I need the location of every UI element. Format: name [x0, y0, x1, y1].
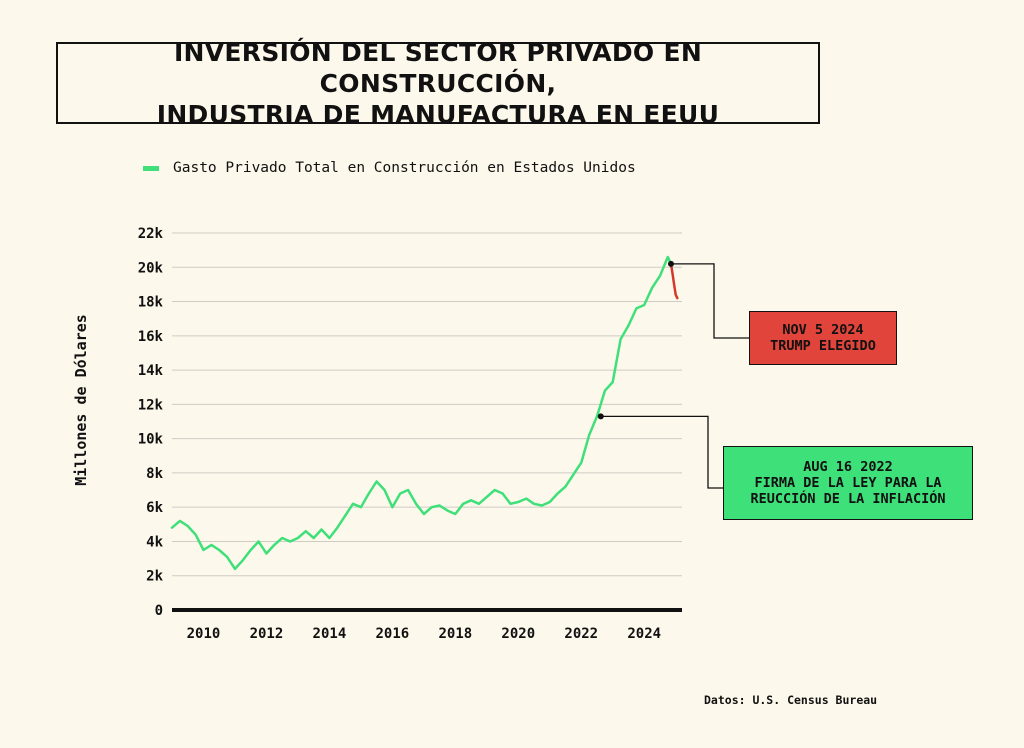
legend-label: Gasto Privado Total en Construcción en E…	[173, 160, 636, 176]
chart-title-line-2: INDUSTRIA DE MANUFACTURA EN EEUU	[156, 99, 720, 129]
y-tick-label: 12k	[138, 397, 164, 413]
annotation-election-date: NOV 5 2024	[782, 322, 864, 338]
y-tick-label: 8k	[146, 466, 163, 482]
y-tick-labels: 0 2k 4k 6k 8k 10k 12k 14k 16k 18k 20k 22k	[138, 226, 164, 619]
annotation-election-marker	[667, 260, 674, 267]
annotation-ira-text-2: REUCCIÓN DE LA INFLACIÓN	[750, 491, 946, 507]
series-line-construction	[170, 255, 673, 571]
annotation-ira-connector	[600, 415, 723, 489]
x-tick-label: 2016	[376, 626, 410, 642]
y-tick-label: 2k	[146, 569, 163, 585]
x-tick-label: 2018	[438, 626, 472, 642]
y-tick-label: 16k	[138, 329, 164, 345]
annotation-election-text: TRUMP ELEGIDO	[770, 338, 876, 354]
chart-title-line-1: INVERSIÓN DEL SECTOR PRIVADO EN CONSTRUC…	[173, 37, 703, 98]
chart-title: INVERSIÓN DEL SECTOR PRIVADO EN CONSTRUC…	[56, 38, 820, 129]
x-tick-label: 2010	[187, 626, 221, 642]
annotation-election-connector	[670, 263, 749, 339]
gridlines	[172, 232, 682, 612]
annotation-ira-box: AUG 16 2022 FIRMA DE LA LEY PARA LA REUC…	[723, 446, 973, 520]
source-note: Datos: U.S. Census Bureau	[704, 693, 878, 707]
x-tick-label: 2020	[501, 626, 535, 642]
annotation-ira-date: AUG 16 2022	[803, 459, 893, 475]
x-tick-label: 2024	[627, 626, 661, 642]
y-tick-label: 14k	[138, 363, 164, 379]
annotation-ira-marker	[597, 413, 604, 420]
legend: Gasto Privado Total en Construcción en E…	[143, 160, 636, 176]
y-axis-label: Millones de Dólares	[72, 314, 90, 486]
annotation-ira-text-1: FIRMA DE LA LEY PARA LA	[754, 475, 942, 491]
annotation-connectors	[597, 260, 749, 489]
y-tick-label: 0	[155, 603, 163, 619]
x-tick-label: 2014	[313, 626, 347, 642]
series-lines	[170, 255, 679, 571]
y-tick-label: 10k	[138, 432, 164, 448]
x-tick-label: 2022	[564, 626, 598, 642]
y-tick-label: 20k	[138, 260, 164, 276]
y-tick-label: 6k	[146, 500, 163, 516]
series-line-post-election	[669, 262, 679, 300]
annotation-election-box: NOV 5 2024 TRUMP ELEGIDO	[749, 311, 897, 365]
legend-swatch	[143, 165, 159, 171]
y-tick-label: 4k	[146, 534, 163, 550]
y-tick-label: 22k	[138, 226, 164, 242]
x-tick-labels: 2010 2012 2014 2016 2018 2020 2022 2024	[187, 626, 661, 642]
y-tick-label: 18k	[138, 295, 164, 311]
x-tick-label: 2012	[250, 626, 284, 642]
